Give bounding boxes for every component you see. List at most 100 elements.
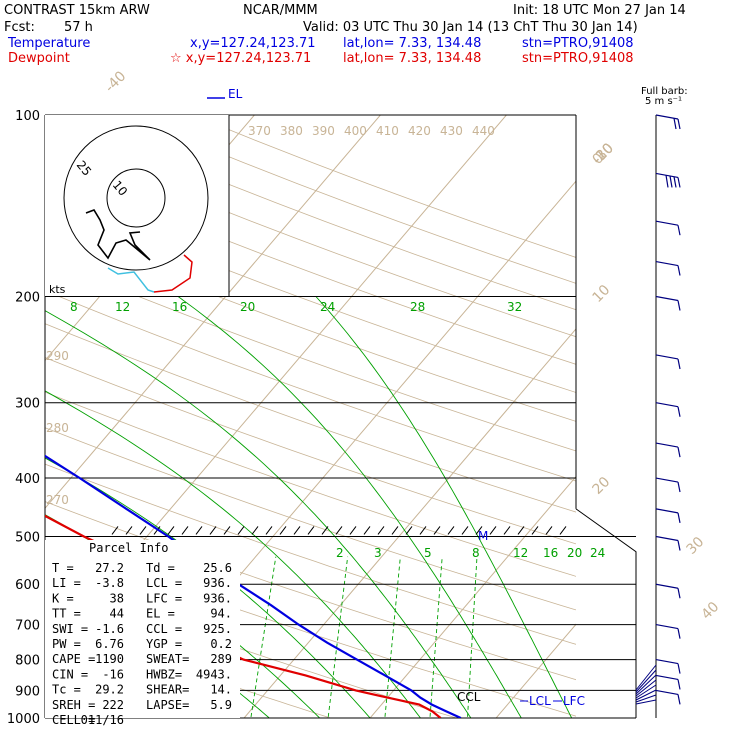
wind-barb-staff bbox=[655, 535, 679, 542]
pressure-label: 400 bbox=[15, 472, 40, 487]
mixing-ratio-line bbox=[467, 556, 478, 718]
wind-barb-low bbox=[635, 684, 657, 699]
parcel-field: 4943. bbox=[196, 667, 232, 681]
wind-barb-flag bbox=[677, 588, 681, 599]
legend-dewpoint-xy: ☆ x,y=127.24,123.71 bbox=[170, 51, 311, 66]
dry-adiabat bbox=[45, 323, 576, 513]
barb-title-1: Full barb: bbox=[641, 86, 688, 97]
hatch-mark bbox=[377, 526, 385, 535]
parcel-title: Parcel Info bbox=[89, 541, 168, 555]
hatch-mark bbox=[321, 526, 329, 535]
wind-barb-low bbox=[635, 694, 657, 703]
hatch-mark bbox=[209, 526, 217, 535]
wind-barb-staff bbox=[655, 477, 679, 483]
theta-e-label: 32 bbox=[507, 300, 522, 314]
dry-adiabat bbox=[45, 463, 576, 645]
mixing-ratio-label: 16 bbox=[543, 546, 558, 560]
wind-barb-flag bbox=[677, 446, 681, 458]
parcel-field: EL = bbox=[146, 607, 175, 621]
parcel-field: 94. bbox=[210, 607, 232, 621]
parcel-field: -3.8 bbox=[95, 576, 124, 590]
legend-dewpoint-latlon: lat,lon= 7.33, 134.48 bbox=[343, 51, 481, 66]
hatch-mark bbox=[531, 526, 539, 535]
parcel-field: 936. bbox=[203, 576, 232, 590]
theta-label: 440 bbox=[472, 124, 495, 138]
grid-labels: 1002003004005006007008009001000-80-70-60… bbox=[0, 68, 722, 727]
pressure-label: 900 bbox=[15, 684, 40, 699]
dry-adiabat bbox=[45, 195, 576, 393]
wind-barb-staff bbox=[655, 220, 679, 226]
wind-barb-flag bbox=[673, 176, 677, 188]
org-label: NCAR/MMM bbox=[243, 3, 318, 18]
marker-el: EL bbox=[228, 87, 243, 101]
barb-title-2: 5 m s⁻¹ bbox=[645, 96, 682, 107]
isotherm-label: 30 bbox=[684, 534, 708, 558]
hatch-mark bbox=[139, 526, 147, 535]
mixing-ratio-line bbox=[327, 556, 349, 718]
hatch-mark bbox=[111, 526, 119, 535]
wind-barb-low bbox=[635, 669, 657, 693]
isotherm-label: 40 bbox=[699, 599, 723, 623]
legend-dewpoint-stn: stn=PTRO,91408 bbox=[522, 51, 634, 66]
wind-barb-staff bbox=[655, 354, 679, 360]
wind-barb-flag bbox=[677, 177, 681, 188]
wind-barb-low bbox=[635, 679, 657, 697]
isotherm-line bbox=[243, 328, 576, 718]
wind-barb-flag bbox=[677, 265, 681, 276]
wind-barb-staff bbox=[655, 674, 679, 681]
parcel-field: LFC = bbox=[146, 591, 182, 605]
moist-adiabat bbox=[315, 296, 573, 718]
dry-adiabat bbox=[45, 226, 576, 422]
hatch-mark bbox=[447, 526, 455, 535]
mixing-ratio-label: 5 bbox=[424, 546, 432, 560]
model-title: CONTRAST 15km ARW bbox=[4, 3, 150, 18]
wind-barb-flag bbox=[677, 679, 681, 690]
parcel-field: PW = bbox=[52, 637, 81, 651]
hatch-mark bbox=[559, 526, 567, 535]
parcel-field: SREH = bbox=[52, 698, 95, 712]
isotherm-line bbox=[45, 115, 382, 510]
wind-barb-flag bbox=[677, 481, 681, 493]
parcel-field: CCL = bbox=[146, 622, 182, 636]
dry-adiabat bbox=[45, 391, 576, 577]
wind-barb-low bbox=[635, 689, 657, 701]
parcel-field: Tc = bbox=[52, 683, 81, 697]
init-time: Init: 18 UTC Mon 27 Jan 14 bbox=[513, 3, 686, 18]
wind-barb-flag bbox=[677, 628, 681, 639]
marker-lfc: LFC bbox=[563, 694, 585, 708]
wind-barb-flag bbox=[677, 540, 681, 551]
hodograph-ring-10 bbox=[106, 168, 166, 228]
isotherm-line bbox=[495, 623, 576, 718]
hatch-mark bbox=[489, 526, 497, 535]
fcst-label: Fcst: bbox=[4, 20, 35, 35]
parcel-field: SWI = bbox=[52, 622, 88, 636]
dry-adiabat bbox=[45, 290, 576, 482]
mixing-ratio-label: 3 bbox=[374, 546, 382, 560]
theta-label: 390 bbox=[312, 124, 335, 138]
hatch-mark bbox=[279, 526, 287, 535]
hatch-mark bbox=[405, 526, 413, 535]
parcel-field: SHEAR= bbox=[146, 683, 189, 697]
mixing-ratio-line bbox=[250, 556, 277, 718]
hodograph-trace bbox=[85, 209, 151, 261]
wind-barb-flag bbox=[677, 300, 681, 311]
hatch-mark bbox=[349, 526, 357, 535]
mixing-ratio-line bbox=[429, 556, 443, 718]
hatch-mark bbox=[223, 526, 231, 535]
parcel-field: CELL = bbox=[52, 713, 95, 727]
theta-e-label: 28 bbox=[410, 300, 425, 314]
theta-e-label: 16 bbox=[172, 300, 187, 314]
isotherm-line bbox=[369, 475, 576, 718]
wind-barb-staff bbox=[655, 402, 679, 408]
marker-m: M bbox=[478, 529, 488, 543]
parcel-field: 925. bbox=[203, 622, 232, 636]
hodograph-dew-trace bbox=[153, 254, 193, 293]
pressure-label: 300 bbox=[15, 397, 40, 412]
hatch-mark bbox=[545, 526, 553, 535]
wind-barb-staff bbox=[655, 114, 679, 120]
theta-label: 370 bbox=[248, 124, 271, 138]
isotherm-label: 10 bbox=[590, 282, 614, 306]
parcel-field: TT = bbox=[52, 607, 81, 621]
